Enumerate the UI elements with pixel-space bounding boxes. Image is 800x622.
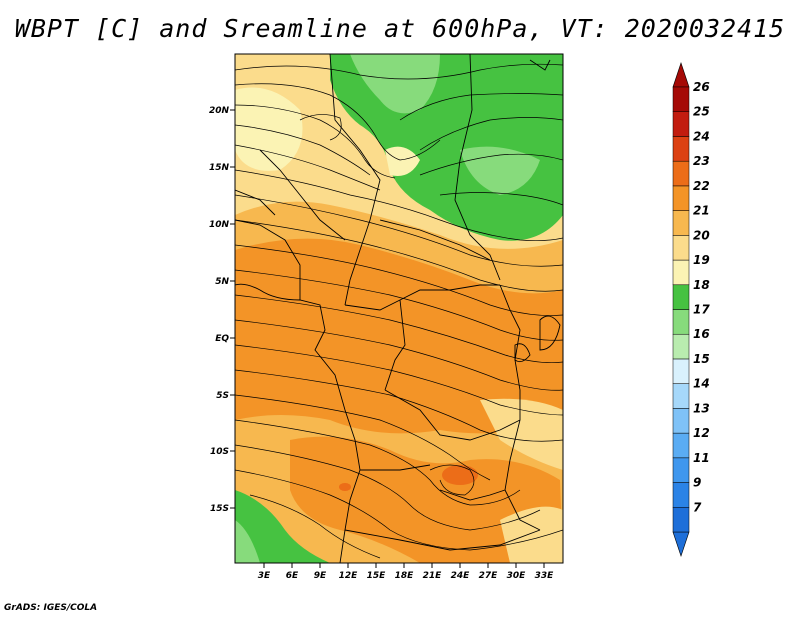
colorbar-label: 7 xyxy=(693,500,702,514)
colorbar-label: 24 xyxy=(693,129,710,143)
colorbar-swatch xyxy=(672,358,690,384)
lat-label-5n: 5N xyxy=(215,277,229,287)
lon-label-12e: 12E xyxy=(339,571,359,581)
colorbar-label: 13 xyxy=(693,401,710,415)
lon-label-18e: 18E xyxy=(395,571,415,581)
colorbar: 7 9 11 12 13 14 15 16 17 18 19 20 21 22 23 24 25 26 xyxy=(672,62,710,557)
colorbar-label: 17 xyxy=(693,303,710,317)
colorbar-swatch xyxy=(672,482,690,508)
lon-label-30e: 30E xyxy=(507,571,527,581)
colorbar-label: 26 xyxy=(693,80,710,94)
colorbar-label: 14 xyxy=(693,377,710,391)
colorbar-swatch xyxy=(672,284,690,310)
colorbar-swatch xyxy=(672,309,690,335)
colorbar-swatch xyxy=(672,432,690,459)
colorbar-swatch xyxy=(672,333,690,360)
colorbar-swatch xyxy=(672,259,690,286)
lon-label-33e: 33E xyxy=(535,571,555,581)
streamlines xyxy=(235,63,563,559)
colorbar-label: 25 xyxy=(693,105,710,119)
latitude-axis: 20N 15N 10N 5N EQ 5S 10S 15S xyxy=(209,106,235,514)
colorbar-label: 19 xyxy=(693,253,710,267)
colorbar-arrow-low xyxy=(672,531,690,557)
lon-label-6e: 6E xyxy=(286,571,299,581)
colorbar-label: 9 xyxy=(693,476,701,490)
lon-label-27e: 27E xyxy=(479,571,499,581)
colorbar-label: 18 xyxy=(693,278,710,292)
country-borders xyxy=(235,54,561,563)
colorbar-swatch xyxy=(672,507,690,533)
lat-label-15s: 15S xyxy=(210,504,229,514)
grads-credit: GrADS: IGES/COLA xyxy=(4,603,98,613)
lon-label-9e: 9E xyxy=(314,571,327,581)
colorbar-swatch xyxy=(672,86,690,112)
colorbar-swatch xyxy=(672,185,690,211)
colorbar-label: 16 xyxy=(693,327,710,341)
colorbar-label: 11 xyxy=(693,451,710,465)
lat-label-10n: 10N xyxy=(209,220,230,230)
wbpt-field xyxy=(235,54,563,563)
lat-label-15n: 15N xyxy=(209,163,230,173)
colorbar-swatch xyxy=(672,408,690,434)
map-title: WBPT [C] and Sreamline at 600hPa, VT: 20… xyxy=(14,14,786,43)
colorbar-swatch xyxy=(672,457,690,483)
lat-label-20n: 20N xyxy=(209,106,230,116)
lat-label-10s: 10S xyxy=(210,447,229,457)
lon-label-15e: 15E xyxy=(367,571,387,581)
lon-label-24e: 24E xyxy=(451,571,471,581)
colorbar-swatch xyxy=(672,235,690,261)
colorbar-label: 20 xyxy=(693,228,710,242)
colorbar-label: 15 xyxy=(693,352,710,366)
lat-label-eq: EQ xyxy=(215,334,229,344)
lon-label-3e: 3E xyxy=(258,571,271,581)
colorbar-label: 23 xyxy=(693,154,710,168)
colorbar-swatch xyxy=(672,383,690,409)
lon-label-21e: 21E xyxy=(423,571,443,581)
colorbar-label: 21 xyxy=(693,204,710,218)
colorbar-label: 22 xyxy=(693,179,710,193)
colorbar-swatch xyxy=(672,136,690,162)
colorbar-arrow-high xyxy=(672,62,690,88)
colorbar-swatch xyxy=(672,210,690,236)
lat-label-5s: 5S xyxy=(216,391,229,401)
colorbar-swatch xyxy=(672,160,690,187)
map-frame xyxy=(234,53,564,564)
colorbar-swatch xyxy=(672,111,690,137)
colorbar-label: 12 xyxy=(693,426,710,440)
longitude-axis: 3E 6E 9E 12E 15E 18E 21E 24E 27E 30E 33E xyxy=(258,563,554,581)
